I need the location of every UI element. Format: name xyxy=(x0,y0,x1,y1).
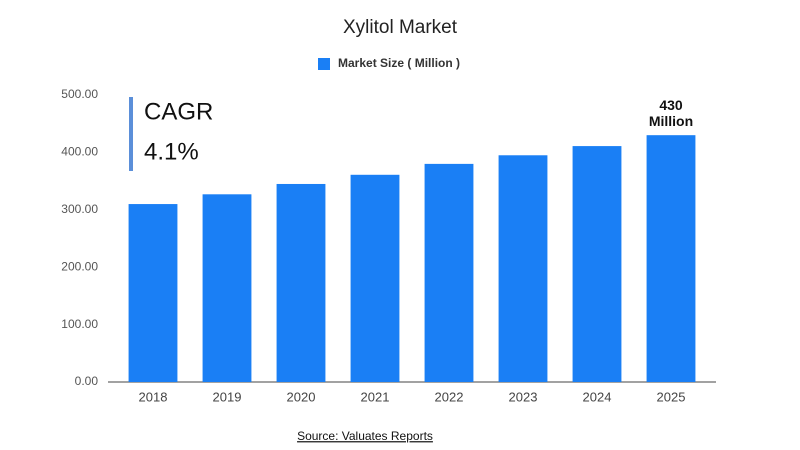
bar xyxy=(128,204,178,382)
x-tick-label: 2021 xyxy=(361,389,390,404)
bar xyxy=(202,194,252,382)
cagr-value: 4.1% xyxy=(144,138,199,165)
bar xyxy=(572,146,622,382)
x-tick-label: 2023 xyxy=(509,389,538,404)
y-tick-label: 0.00 xyxy=(75,374,99,388)
bar xyxy=(276,183,326,382)
cagr-label: CAGR xyxy=(144,98,213,125)
bar xyxy=(424,163,474,382)
legend-swatch xyxy=(318,58,330,70)
y-tick-label: 300.00 xyxy=(61,202,98,216)
bar xyxy=(498,155,548,382)
source: Source: Valuates Reports xyxy=(297,429,433,443)
y-tick-label: 400.00 xyxy=(61,145,98,159)
x-tick-label: 2019 xyxy=(213,389,242,404)
x-tick-label: 2020 xyxy=(287,389,316,404)
cagr-bar xyxy=(129,97,133,171)
chart-title: Xylitol Market xyxy=(343,17,458,38)
bar xyxy=(350,174,400,382)
value-label: 430 Million xyxy=(648,97,694,130)
y-tick-label: 100.00 xyxy=(61,317,98,331)
y-tick-label: 200.00 xyxy=(61,259,98,273)
bar xyxy=(646,135,696,382)
x-tick-label: 2018 xyxy=(139,389,168,404)
legend-label: Market Size ( Million ) xyxy=(338,56,460,70)
x-tick-label: 2025 xyxy=(657,389,686,404)
x-tick-label: 2024 xyxy=(583,389,612,404)
x-tick-label: 2022 xyxy=(435,389,464,404)
y-tick-label: 500.00 xyxy=(61,87,98,101)
